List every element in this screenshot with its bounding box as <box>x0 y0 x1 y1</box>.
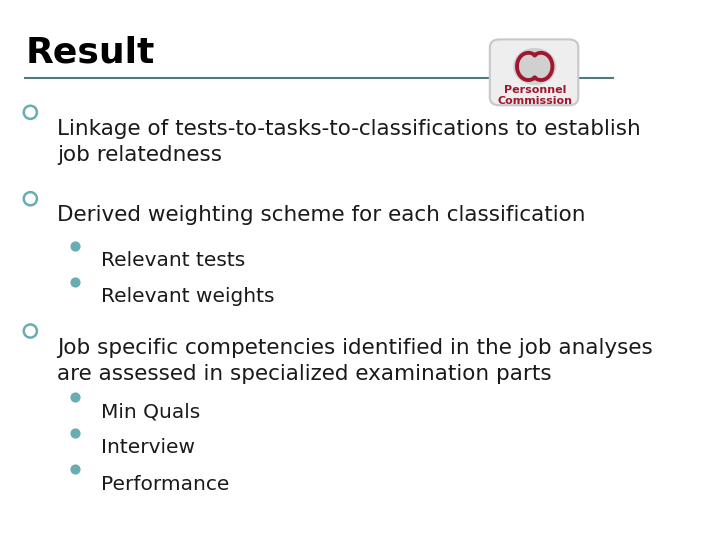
Point <box>69 393 81 401</box>
Text: Personnel
Commission: Personnel Commission <box>498 85 572 106</box>
Text: Relevant weights: Relevant weights <box>101 287 274 306</box>
Text: Performance: Performance <box>101 475 230 494</box>
Text: Derived weighting scheme for each classification: Derived weighting scheme for each classi… <box>57 205 585 225</box>
Point <box>69 278 81 286</box>
Text: Job specific competencies identified in the job analyses
are assessed in special: Job specific competencies identified in … <box>57 338 652 384</box>
Text: Result: Result <box>25 35 155 69</box>
Point <box>69 465 81 474</box>
Text: Relevant tests: Relevant tests <box>101 251 246 270</box>
Point <box>69 241 81 250</box>
Polygon shape <box>514 49 556 84</box>
Text: Linkage of tests-to-tasks-to-classifications to establish
job relatedness: Linkage of tests-to-tasks-to-classificat… <box>57 119 641 165</box>
Point <box>69 429 81 437</box>
FancyBboxPatch shape <box>490 39 578 105</box>
Text: Interview: Interview <box>101 438 195 457</box>
Point <box>24 108 36 117</box>
Text: Min Quals: Min Quals <box>101 402 200 421</box>
Point <box>24 194 36 203</box>
Point <box>24 327 36 335</box>
